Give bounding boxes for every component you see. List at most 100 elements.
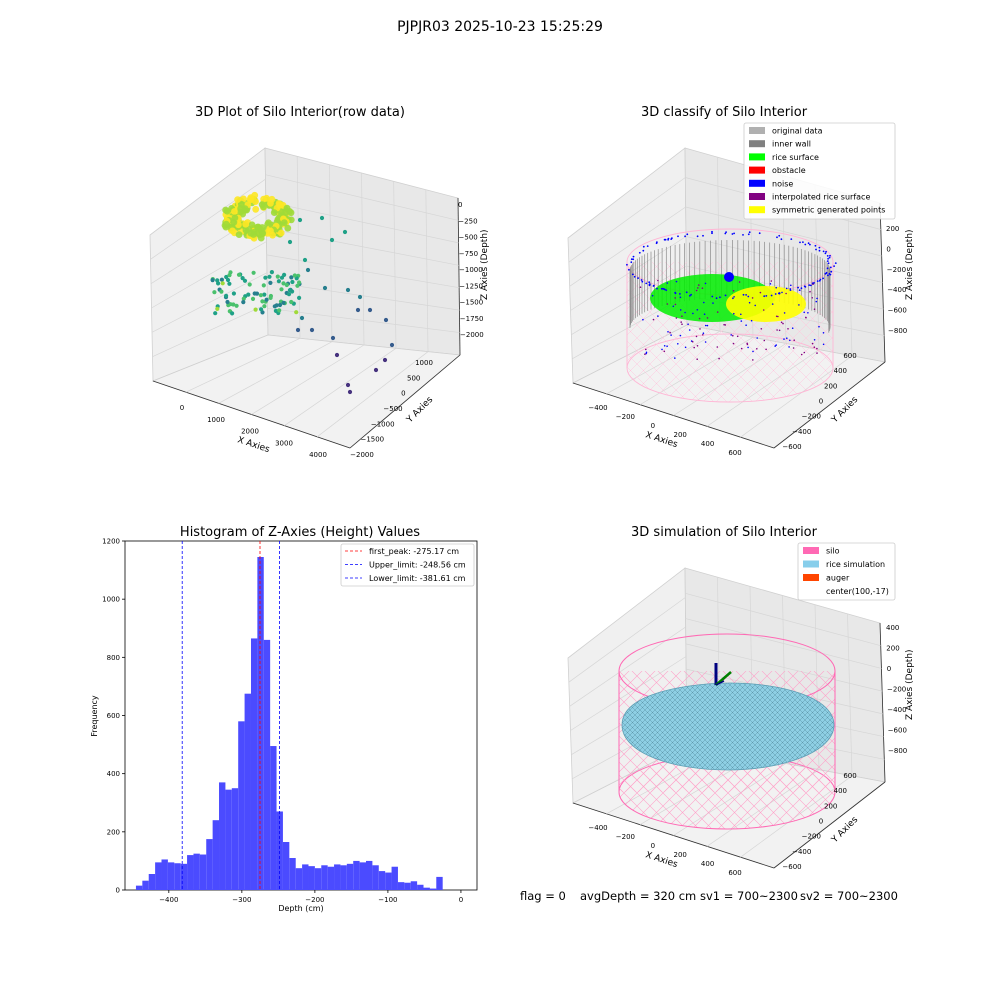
- raw-point: [297, 217, 303, 223]
- legend-swatch: [749, 193, 765, 200]
- noise-point: [775, 344, 777, 346]
- histogram-bar: [289, 858, 296, 890]
- noise-point: [638, 251, 641, 254]
- noise-point: [756, 348, 758, 350]
- raw-point: [275, 274, 280, 279]
- classify-y-ticks: 600 400 2000 −200 −400 −600: [782, 352, 856, 451]
- noise-point: [774, 293, 777, 295]
- noise-point: [666, 303, 669, 305]
- histogram-bar: [193, 853, 200, 890]
- raw-point: [279, 275, 285, 280]
- histogram-bar: [391, 866, 398, 890]
- noise-point: [702, 334, 704, 336]
- classify-x-tick-label: −400: [588, 404, 607, 412]
- simulation-y-tick-label: −400: [792, 848, 811, 856]
- noise-point: [751, 297, 754, 299]
- noise-point: [815, 300, 818, 303]
- raw-point: [294, 310, 299, 315]
- noise-point: [765, 295, 768, 297]
- noise-point: [631, 273, 634, 276]
- noise-point: [628, 268, 630, 271]
- noise-point: [645, 351, 648, 354]
- noise-point: [808, 284, 811, 286]
- raw-point: [258, 293, 263, 298]
- noise-point: [752, 359, 754, 361]
- noise-point: [666, 282, 669, 284]
- raw-point: [289, 275, 294, 280]
- raw-point: [227, 281, 232, 286]
- noise-point: [763, 339, 766, 342]
- noise-point: [745, 294, 747, 296]
- simulation-y-tick-label: 400: [834, 787, 847, 795]
- noise-point: [661, 348, 663, 351]
- raw-point: [227, 273, 232, 278]
- noise-point: [679, 334, 682, 337]
- noise-point: [681, 315, 683, 318]
- noise-point: [732, 334, 734, 337]
- raw-point: [345, 382, 351, 388]
- raw-point: [261, 283, 266, 288]
- noise-point: [740, 313, 742, 316]
- raw-point: [277, 302, 283, 308]
- noise-point: [626, 263, 628, 266]
- raw-point: [241, 296, 246, 301]
- raw-point: [246, 292, 251, 297]
- noise-point: [828, 272, 831, 275]
- noise-point: [684, 311, 686, 314]
- noise-point: [748, 301, 751, 304]
- noise-point: [747, 233, 750, 236]
- noise-point: [822, 332, 825, 334]
- simulation-rice-surface: [621, 682, 835, 771]
- simulation-z-tick-label: 0: [887, 665, 891, 673]
- raw-gridline: [266, 254, 460, 289]
- raw-point: [267, 199, 274, 207]
- raw-gridline: [218, 341, 333, 404]
- noise-point: [656, 287, 658, 290]
- noise-point: [667, 331, 669, 333]
- histogram-bar: [225, 789, 232, 890]
- noise-point: [814, 244, 817, 247]
- histogram-x-tick-label: −400: [159, 896, 178, 904]
- raw-point: [281, 281, 286, 286]
- noise-point: [633, 275, 636, 278]
- classify-z-tick-label: 0: [886, 245, 890, 253]
- noise-point: [758, 232, 761, 235]
- raw-point: [355, 307, 361, 313]
- noise-point: [782, 322, 784, 325]
- raw-point: [383, 317, 389, 323]
- noise-point: [780, 238, 783, 241]
- raw-z-ticks: 0 −250 −500 −750 −1000 −1250 −1500 −1750 −2000: [458, 201, 484, 339]
- raw-point: [257, 234, 265, 242]
- noise-point: [827, 274, 829, 277]
- legend-swatch: [749, 179, 765, 187]
- noise-point: [811, 297, 813, 299]
- histogram-bar: [276, 811, 283, 890]
- noise-point: [660, 287, 663, 290]
- raw-gridline: [361, 172, 365, 346]
- noise-point: [657, 279, 659, 282]
- histogram-bar: [263, 639, 271, 890]
- noise-point: [732, 297, 734, 300]
- noise-point: [669, 331, 671, 334]
- histogram-bar: [250, 638, 258, 890]
- simulation-gridline: [685, 643, 883, 692]
- noise-point: [752, 350, 754, 353]
- noise-point: [827, 262, 830, 265]
- classify-plot-title: 3D classify of Silo Interior: [641, 105, 808, 120]
- raw-gridline: [393, 181, 397, 349]
- simulation-x-tick-label: 600: [728, 869, 741, 877]
- raw-point: [295, 327, 301, 333]
- noise-point: [830, 270, 833, 273]
- histogram-bar: [199, 854, 207, 890]
- raw-y-tick-label: 1000: [415, 359, 433, 367]
- histogram-bar: [135, 885, 143, 890]
- noise-point: [688, 329, 691, 331]
- noise-point: [684, 235, 686, 238]
- simulation-x-tick-label: 400: [701, 860, 714, 868]
- raw-y-tick-label: 0: [401, 390, 405, 398]
- histogram-bar: [282, 842, 290, 890]
- raw-point: [309, 327, 315, 333]
- histogram-bar: [155, 862, 162, 890]
- raw-point: [382, 357, 388, 363]
- raw-point: [280, 219, 288, 227]
